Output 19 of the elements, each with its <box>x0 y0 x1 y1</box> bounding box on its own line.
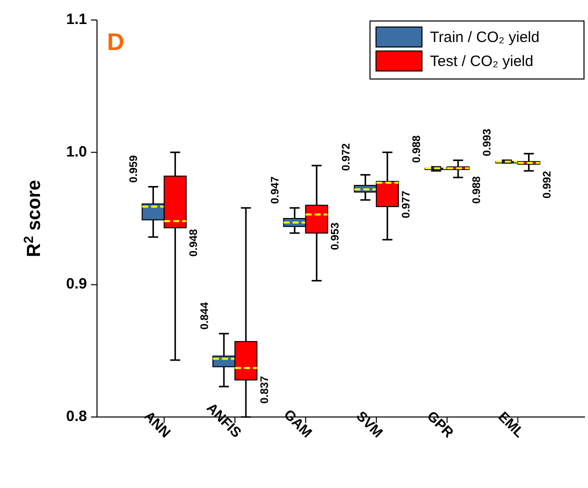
text: 0.844 <box>198 302 211 330</box>
text: 0.992 <box>542 170 554 198</box>
text: 0.959 <box>128 155 140 183</box>
text: 0.988 <box>410 135 423 163</box>
y-tick-label: 0.8 <box>66 408 87 425</box>
text: 0.953 <box>330 222 342 250</box>
annotation: D <box>107 29 124 56</box>
text: 0.977 <box>400 190 412 218</box>
text: 0.972 <box>340 143 352 171</box>
text: 0.948 <box>188 229 200 257</box>
legend-label: Train / CO₂ yield <box>430 28 540 46</box>
y-tick-label: 1.1 <box>66 10 87 28</box>
text: 0.988 <box>470 176 483 204</box>
y-tick-label: 1.0 <box>66 143 87 160</box>
y-tick-label: 0.9 <box>66 276 87 293</box>
text: 0.837 <box>258 376 271 404</box>
legend-label: Test / CO₂ yield <box>430 52 534 70</box>
text: 0.947 <box>270 176 282 204</box>
text: 0.993 <box>482 128 494 156</box>
